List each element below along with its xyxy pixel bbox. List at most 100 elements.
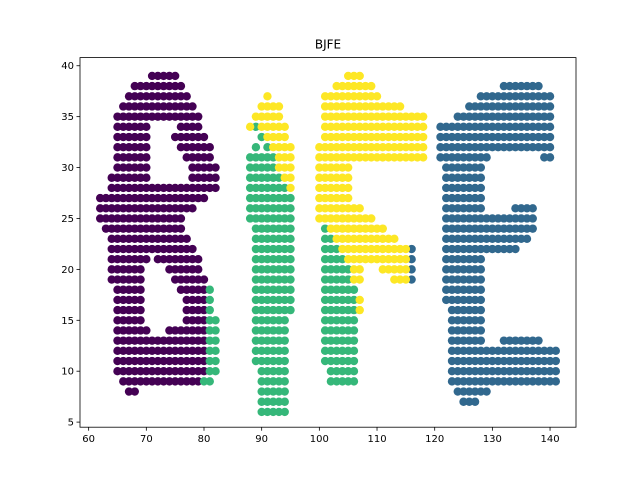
scatter-point-series-2 bbox=[447, 244, 457, 254]
scatter-point-series-3 bbox=[257, 132, 266, 142]
scatter-point-series-4 bbox=[361, 255, 370, 264]
scatter-point-series-4 bbox=[395, 275, 405, 284]
scatter-point-series-1 bbox=[113, 244, 122, 254]
scatter-point-series-1 bbox=[113, 224, 122, 233]
scatter-point-series-3 bbox=[269, 397, 278, 406]
scatter-point-series-3 bbox=[269, 275, 278, 284]
scatter-point-series-4 bbox=[355, 112, 364, 121]
scatter-point-series-3 bbox=[338, 326, 347, 335]
scatter-point-series-2 bbox=[459, 285, 468, 294]
scatter-point-series-1 bbox=[165, 214, 174, 223]
x-tick-label: 70 bbox=[140, 434, 153, 445]
scatter-point-series-4 bbox=[413, 112, 422, 121]
scatter-point-series-2 bbox=[499, 112, 509, 121]
scatter-point-series-2 bbox=[517, 346, 526, 356]
scatter-point-series-2 bbox=[522, 356, 532, 366]
scatter-point-series-3 bbox=[257, 346, 266, 356]
scatter-point-series-3 bbox=[280, 346, 289, 356]
scatter-point-series-1 bbox=[199, 132, 209, 142]
scatter-point-series-3 bbox=[257, 397, 266, 406]
scatter-point-series-4 bbox=[274, 163, 284, 172]
y-tick-label: 35 bbox=[61, 112, 74, 123]
scatter-point-series-4 bbox=[320, 112, 330, 121]
scatter-point-series-3 bbox=[280, 295, 289, 305]
scatter-point-series-3 bbox=[257, 295, 266, 305]
scatter-point-series-1 bbox=[136, 214, 145, 223]
scatter-point-series-4 bbox=[413, 153, 422, 162]
scatter-point-series-2 bbox=[442, 255, 451, 264]
scatter-point-series-2 bbox=[511, 214, 520, 223]
scatter-point-series-3 bbox=[211, 326, 220, 335]
scatter-point-series-3 bbox=[251, 336, 261, 345]
scatter-point-series-2 bbox=[459, 193, 468, 203]
scatter-point-series-1 bbox=[130, 295, 139, 305]
scatter-point-series-3 bbox=[286, 255, 295, 264]
scatter-point-series-3 bbox=[349, 285, 359, 294]
scatter-point-series-1 bbox=[119, 102, 128, 111]
scatter-point-series-3 bbox=[257, 305, 266, 315]
scatter-point-series-1 bbox=[194, 193, 203, 203]
scatter-point-series-4 bbox=[384, 143, 393, 152]
scatter-point-series-1 bbox=[211, 163, 220, 172]
y-tick-label: 5 bbox=[68, 418, 74, 429]
scatter-point-series-1 bbox=[113, 367, 122, 376]
scatter-point-series-2 bbox=[465, 255, 474, 264]
scatter-point-series-2 bbox=[470, 244, 480, 254]
scatter-point-series-3 bbox=[263, 367, 272, 376]
scatter-point-series-1 bbox=[199, 163, 209, 172]
scatter-point-series-1 bbox=[199, 193, 209, 203]
y-tick-label: 20 bbox=[61, 265, 74, 276]
scatter-point-series-4 bbox=[407, 112, 416, 121]
scatter-point-series-3 bbox=[274, 234, 284, 244]
scatter-point-series-2 bbox=[505, 143, 514, 152]
scatter-point-series-3 bbox=[199, 377, 209, 386]
scatter-point-series-1 bbox=[182, 356, 191, 366]
scatter-point-series-4 bbox=[390, 132, 399, 142]
scatter-point-series-2 bbox=[459, 234, 468, 244]
scatter-point-series-2 bbox=[459, 356, 468, 366]
scatter-point-series-2 bbox=[511, 132, 520, 142]
chart-title: BJFE bbox=[315, 38, 341, 52]
scatter-point-series-3 bbox=[338, 377, 347, 386]
scatter-point-series-3 bbox=[263, 143, 272, 152]
scatter-point-series-3 bbox=[320, 336, 330, 345]
scatter-point-series-2 bbox=[476, 285, 486, 294]
scatter-point-series-4 bbox=[378, 143, 387, 152]
scatter-point-series-2 bbox=[447, 214, 457, 223]
scatter-point-series-2 bbox=[465, 367, 474, 376]
scatter-point-series-2 bbox=[528, 224, 537, 233]
scatter-point-series-2 bbox=[442, 285, 451, 294]
scatter-point-series-2 bbox=[540, 102, 549, 111]
scatter-point-series-1 bbox=[142, 377, 151, 386]
scatter-point-series-1 bbox=[130, 387, 139, 396]
scatter-point-series-3 bbox=[263, 183, 272, 193]
scatter-point-series-2 bbox=[551, 346, 561, 356]
scatter-point-series-3 bbox=[343, 346, 353, 356]
scatter-point-series-2 bbox=[517, 204, 526, 213]
scatter-point-series-1 bbox=[130, 163, 139, 172]
scatter-point-series-4 bbox=[338, 112, 347, 121]
scatter-point-series-4 bbox=[361, 153, 370, 162]
scatter-point-series-3 bbox=[251, 163, 261, 172]
scatter-point-series-4 bbox=[326, 92, 336, 101]
scatter-point-series-4 bbox=[390, 153, 399, 162]
scatter-point-series-2 bbox=[551, 367, 561, 376]
scatter-point-series-4 bbox=[355, 102, 364, 111]
scatter-point-series-2 bbox=[447, 173, 457, 182]
scatter-point-series-2 bbox=[511, 336, 520, 345]
scatter-point-series-3 bbox=[211, 316, 220, 325]
scatter-point-series-3 bbox=[286, 193, 295, 203]
scatter-point-series-1 bbox=[136, 265, 145, 274]
scatter-point-series-2 bbox=[493, 367, 503, 376]
scatter-point-series-1 bbox=[136, 163, 145, 172]
scatter-point-series-4 bbox=[326, 204, 336, 213]
scatter-point-series-2 bbox=[499, 132, 509, 142]
scatter-point-series-3 bbox=[269, 173, 278, 182]
scatter-point-series-3 bbox=[320, 265, 330, 274]
scatter-point-series-4 bbox=[355, 224, 364, 233]
scatter-point-series-1 bbox=[142, 92, 151, 101]
scatter-point-series-4 bbox=[320, 204, 330, 213]
scatter-point-series-2 bbox=[470, 316, 480, 325]
scatter-point-series-2 bbox=[476, 112, 486, 121]
scatter-point-series-2 bbox=[505, 92, 514, 101]
